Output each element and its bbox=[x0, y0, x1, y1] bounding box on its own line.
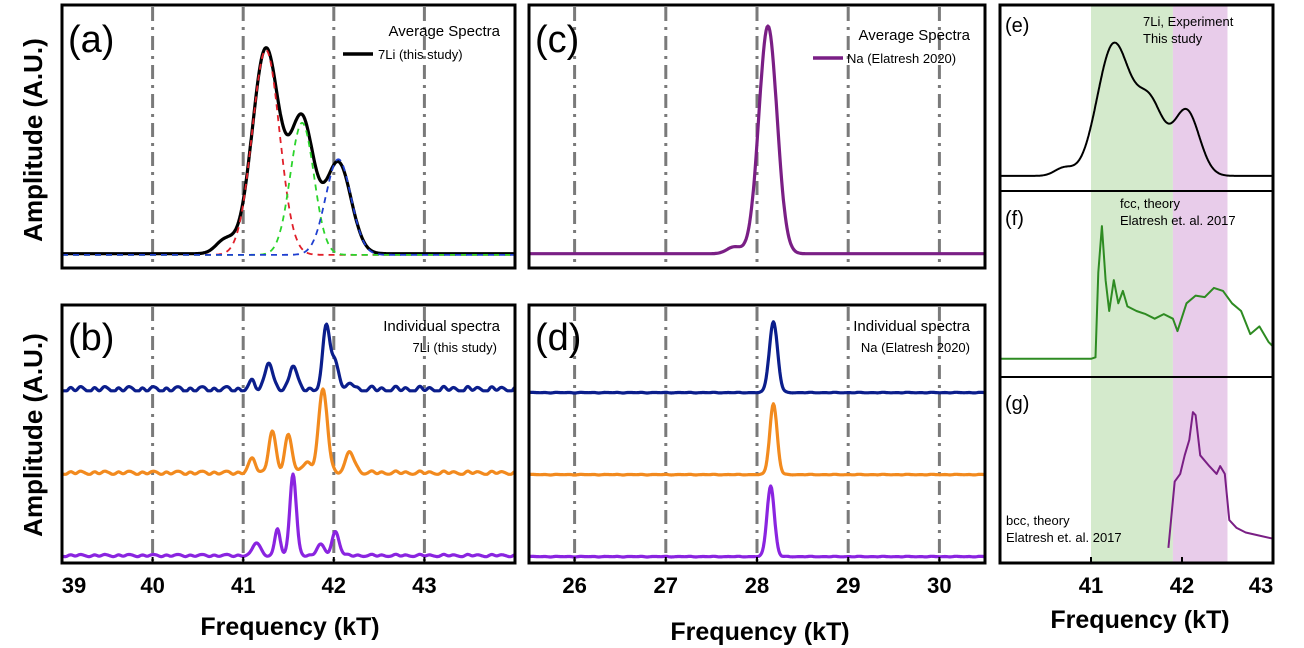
panel-g-legend-title: bcc, theory bbox=[1006, 513, 1070, 528]
panel-a-legend-title: Average Spectra bbox=[389, 23, 501, 40]
panel-g-tick-label-42: 42 bbox=[1170, 573, 1194, 598]
panel-a-series-2 bbox=[62, 121, 515, 256]
panel-e-series-0 bbox=[999, 41, 1274, 177]
panel-d-tick-label-30: 30 bbox=[927, 573, 951, 598]
panel-d-label: (d) bbox=[535, 317, 581, 359]
panel-b: (b) Individual spectra 7Li (this study) … bbox=[60, 303, 517, 598]
panel-g-label: (g) bbox=[1005, 393, 1029, 415]
panel-g-tick-label-43: 43 bbox=[1249, 573, 1273, 598]
panel-b-series-2 bbox=[61, 472, 516, 559]
panel-e-band-green bbox=[1091, 5, 1173, 191]
panel-e-legend-subtitle: This study bbox=[1143, 31, 1203, 46]
panel-f-band-purple bbox=[1172, 191, 1228, 377]
panel-e-band-purple bbox=[1172, 5, 1228, 191]
panel-b-tick-label-40: 40 bbox=[140, 573, 164, 598]
panel-g-series-0 bbox=[1167, 411, 1274, 548]
panel-b-legend-subtitle: 7Li (this study) bbox=[412, 340, 497, 355]
panel-a-series-0 bbox=[61, 46, 516, 256]
panel-d-series-1 bbox=[528, 402, 986, 477]
panel-c-series-0 bbox=[528, 24, 986, 256]
panel-f-band-green bbox=[1091, 191, 1173, 377]
panel-b-series-1 bbox=[61, 387, 516, 476]
panel-f-legend-subtitle: Elatresh et. al. 2017 bbox=[1120, 213, 1236, 228]
panel-d-series-2 bbox=[528, 484, 986, 559]
panel-d-legend-title: Individual spectra bbox=[853, 318, 970, 335]
panel-efg-frame bbox=[998, 3, 1275, 565]
panel-a-legend-entry: 7Li (this study) bbox=[378, 47, 463, 62]
panel-a-frame bbox=[60, 3, 517, 270]
panel-d-legend-subtitle: Na (Elatresh 2020) bbox=[861, 340, 970, 355]
panel-b-tick-label-43: 43 bbox=[412, 573, 436, 598]
panel-b-tick-label-41: 41 bbox=[231, 573, 255, 598]
panel-f-legend-title: fcc, theory bbox=[1120, 196, 1180, 211]
panel-a-series-1 bbox=[62, 49, 515, 256]
panel-c-legend-entry: Na (Elatresh 2020) bbox=[847, 51, 956, 66]
panel-b-tick-label-39: 39 bbox=[62, 573, 86, 598]
panel-b-series-0 bbox=[61, 322, 517, 393]
panel-b-frame bbox=[60, 303, 517, 565]
panel-b-tick-label-42: 42 bbox=[322, 573, 346, 598]
panel-c-frame bbox=[527, 3, 987, 270]
panel-c-label: (c) bbox=[535, 19, 579, 61]
panel-f-series-0 bbox=[1000, 225, 1274, 360]
panel-e-legend-title: 7Li, Experiment bbox=[1143, 14, 1234, 29]
panel-d-tick-label-27: 27 bbox=[654, 573, 678, 598]
panel-e-label: (e) bbox=[1005, 15, 1029, 37]
panel-g-band-green bbox=[1091, 377, 1173, 563]
x-axis-label-middle: Frequency (kT) bbox=[670, 618, 849, 646]
panel-d-series-0 bbox=[528, 320, 986, 395]
x-axis-label-left: Frequency (kT) bbox=[200, 613, 379, 641]
panel-a: (a) Average Spectra 7Li (this study) bbox=[60, 3, 517, 270]
panel-g-tick-label-41: 41 bbox=[1079, 573, 1103, 598]
panel-a-label: (a) bbox=[68, 19, 114, 61]
y-axis-label-top: Amplitude (A.U.) bbox=[18, 38, 48, 242]
panel-b-legend-title: Individual spectra bbox=[383, 318, 500, 335]
x-axis-label-right: Frequency (kT) bbox=[1050, 606, 1229, 634]
panel-c-legend-title: Average Spectra bbox=[859, 27, 971, 44]
panel-d-tick-label-26: 26 bbox=[562, 573, 586, 598]
panel-d-tick-label-29: 29 bbox=[836, 573, 860, 598]
panel-d-tick-label-28: 28 bbox=[745, 573, 769, 598]
panel-efg: (e) 7Li, Experiment This study (f) fcc, … bbox=[998, 3, 1275, 598]
panel-c: (c) Average Spectra Na (Elatresh 2020) bbox=[527, 3, 987, 270]
panel-g-legend-subtitle: Elatresh et. al. 2017 bbox=[1006, 530, 1122, 545]
y-axis-label-bottom: Amplitude (A.U.) bbox=[18, 333, 48, 537]
panel-d: (d) Individual spectra Na (Elatresh 2020… bbox=[527, 303, 987, 598]
panel-b-label: (b) bbox=[68, 317, 114, 359]
panel-f-label: (f) bbox=[1005, 208, 1024, 230]
